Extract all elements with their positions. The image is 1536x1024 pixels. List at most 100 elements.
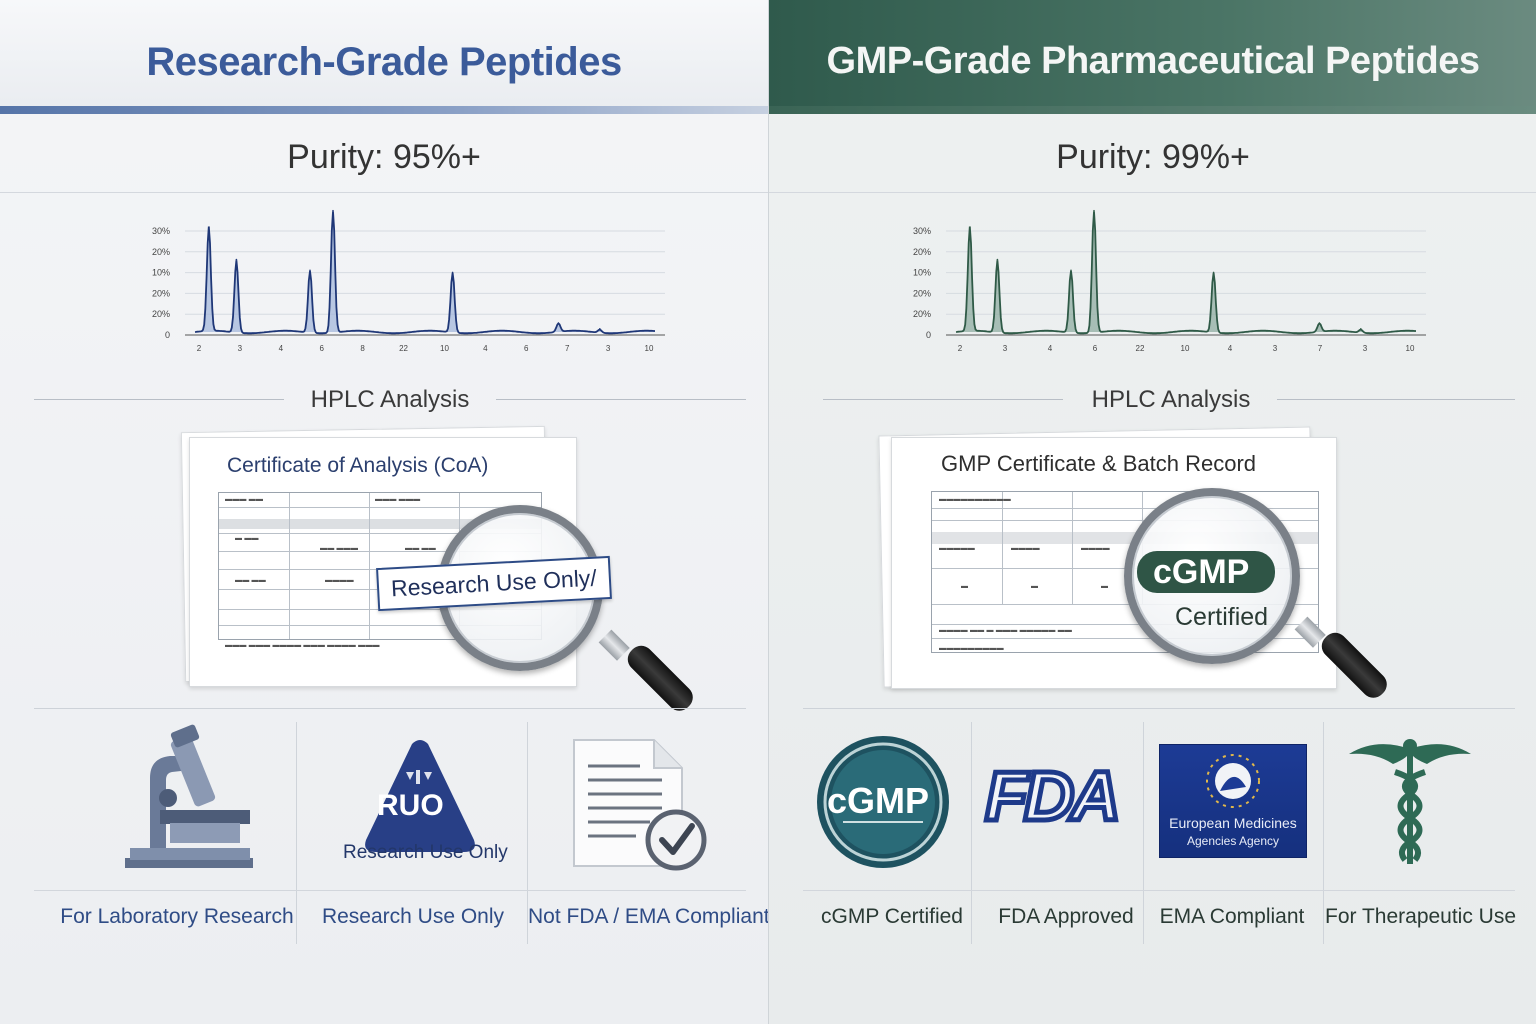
left-purity: Purity: 95%+ xyxy=(287,138,481,176)
left-purity-rule xyxy=(0,192,768,193)
doc-fine-print: ▬▬ ▬▬ xyxy=(235,577,266,584)
x-tick-label: 10 xyxy=(645,344,654,353)
x-tick-label: 4 xyxy=(279,344,284,353)
doc-fine-print: ▬ ▬▬ xyxy=(235,535,259,542)
doc-fine-print: ▬ xyxy=(1031,583,1039,590)
left-header xyxy=(0,0,768,112)
right-header-rule xyxy=(769,106,1536,114)
doc-fine-print: ▬▬ ▬▬ xyxy=(405,545,436,552)
right-header xyxy=(769,0,1536,112)
chromatogram-peak xyxy=(309,269,311,272)
gmp-grade-panel: GMP-Grade Pharmaceutical Peptides Purity… xyxy=(768,0,1536,1024)
y-tick-label: 10% xyxy=(152,268,170,278)
magnifier-neck xyxy=(598,629,630,661)
left-section-rule xyxy=(34,708,746,709)
right-hplc-caption-text: HPLC Analysis xyxy=(1091,386,1251,413)
fda-logo-text: FDA xyxy=(983,755,1124,838)
x-tick-label: 6 xyxy=(320,344,325,353)
doc-fine-print: ▬▬▬▬▬ xyxy=(939,545,975,552)
chromatogram-peak xyxy=(599,328,601,330)
icon-separator xyxy=(1323,722,1324,944)
caption-line xyxy=(823,399,1063,400)
caption-cgmp-certified: cGMP Certified xyxy=(821,905,963,928)
caption-line xyxy=(496,399,746,400)
x-tick-label: 2 xyxy=(958,344,963,353)
chromatogram-trace xyxy=(194,211,655,335)
left-bottom-rule xyxy=(34,890,746,891)
chromatogram-fill xyxy=(195,211,655,334)
right-purity: Purity: 99%+ xyxy=(1056,138,1250,176)
doc-fine-print: ▬ xyxy=(961,583,969,590)
x-tick-label: 3 xyxy=(1363,344,1368,353)
x-tick-label: 7 xyxy=(565,344,570,353)
x-tick-label: 3 xyxy=(606,344,611,353)
cgmp-lens-text: cGMP xyxy=(1153,553,1250,591)
left-coa-document: Certificate of Analysis (CoA) ▬▬▬ ▬▬ ▬▬▬… xyxy=(175,425,698,716)
chromatogram-peak xyxy=(332,209,334,212)
x-tick-label: 7 xyxy=(1318,344,1323,353)
chromatogram-trace xyxy=(955,211,1416,335)
right-section-rule xyxy=(803,708,1515,709)
doc-fine-print: ▬▬▬▬ ▬▬ ▬ ▬▬▬ ▬▬▬▬▬ ▬▬ xyxy=(939,627,1073,634)
microscope-icon xyxy=(110,718,270,890)
chromatogram-peak xyxy=(557,322,560,325)
x-tick-label: 10 xyxy=(440,344,449,353)
y-tick-label: 20% xyxy=(913,247,931,257)
doc-fine-print: ▬▬▬ ▬▬▬ ▬▬▬▬ ▬▬▬ ▬▬▬▬ ▬▬▬ xyxy=(225,642,380,649)
ema-logo-box: European Medicines Agencies Agency xyxy=(1159,744,1307,858)
right-title: GMP-Grade Pharmaceutical Peptides xyxy=(826,40,1480,82)
doc-fine-print: ▬▬ ▬▬▬ xyxy=(320,545,359,552)
x-tick-label: 3 xyxy=(1273,344,1278,353)
chromatogram-peak xyxy=(969,226,971,229)
x-tick-label: 3 xyxy=(1003,344,1008,353)
x-tick-label: 4 xyxy=(483,344,488,353)
right-hplc-caption: HPLC Analysis xyxy=(815,386,1527,414)
left-title: Research-Grade Peptides xyxy=(146,40,622,84)
x-tick-label: 6 xyxy=(1093,344,1098,353)
right-bottom-rule xyxy=(803,890,1515,891)
y-tick-label: 30% xyxy=(913,226,931,236)
x-tick-label: 2 xyxy=(197,344,202,353)
chromatogram-fill xyxy=(956,211,1416,334)
caption-not-compliant: Not FDA / EMA Compliant xyxy=(528,905,768,928)
chromatogram-peak xyxy=(1093,209,1095,212)
icon-separator xyxy=(527,722,528,944)
ruo-badge-subtext: Research Use Only xyxy=(343,842,508,863)
cgmp-seal-text: cGMP xyxy=(827,780,930,821)
left-hplc-caption: HPLC Analysis xyxy=(34,386,746,414)
left-doc-title: Certificate of Analysis (CoA) xyxy=(227,454,489,477)
doc-fine-print: ▬▬▬ ▬▬▬ xyxy=(375,496,421,503)
left-header-rule xyxy=(0,106,768,114)
caduceus-icon xyxy=(1345,718,1475,890)
doc-fine-print: ▬▬▬▬ xyxy=(325,577,354,584)
x-tick-label: 6 xyxy=(524,344,529,353)
document-check-icon xyxy=(566,718,716,890)
doc-fine-print: ▬▬▬▬▬▬▬▬▬ xyxy=(939,645,1004,652)
y-tick-label: 20% xyxy=(152,288,170,298)
left-hplc-caption-text: HPLC Analysis xyxy=(310,386,470,413)
doc-fine-print: ▬▬▬ ▬▬ xyxy=(225,496,264,503)
cgmp-seal-icon: cGMP xyxy=(813,718,953,890)
ema-logo-subtext: Agencies Agency xyxy=(1186,834,1280,848)
caption-ema-compliant: EMA Compliant xyxy=(1159,905,1305,928)
fda-logo-icon: FDA xyxy=(979,718,1139,890)
chromatogram-peak xyxy=(996,258,999,261)
x-tick-label: 3 xyxy=(238,344,243,353)
y-tick-label: 20% xyxy=(152,247,170,257)
cgmp-lens-badge xyxy=(1137,551,1275,593)
icon-separator xyxy=(1143,722,1144,944)
icon-separator xyxy=(296,722,297,944)
right-hplc-chart: 30% 20% 10% 20% 20% 0 2 3 4 6 22 10 4 3 7 3 10 xyxy=(913,209,1426,353)
cgmp-lens-subtext: Certified xyxy=(1175,603,1269,631)
ema-logo-icon: European Medicines Agencies Agency xyxy=(1157,718,1309,890)
y-tick-label: 0 xyxy=(926,330,931,340)
caption-research-use-only: Research Use Only xyxy=(321,905,505,928)
y-tick-label: 0 xyxy=(165,330,170,340)
x-tick-label: 10 xyxy=(1181,344,1190,353)
chromatogram-peak xyxy=(1212,271,1215,274)
right-purity-rule xyxy=(769,192,1536,193)
right-doc-title: GMP Certificate & Batch Record xyxy=(941,451,1257,476)
right-hplc-caption-row: HPLC Analysis xyxy=(803,380,1515,420)
doc-fine-print: ▬ xyxy=(1101,583,1109,590)
x-tick-label: 4 xyxy=(1048,344,1053,353)
